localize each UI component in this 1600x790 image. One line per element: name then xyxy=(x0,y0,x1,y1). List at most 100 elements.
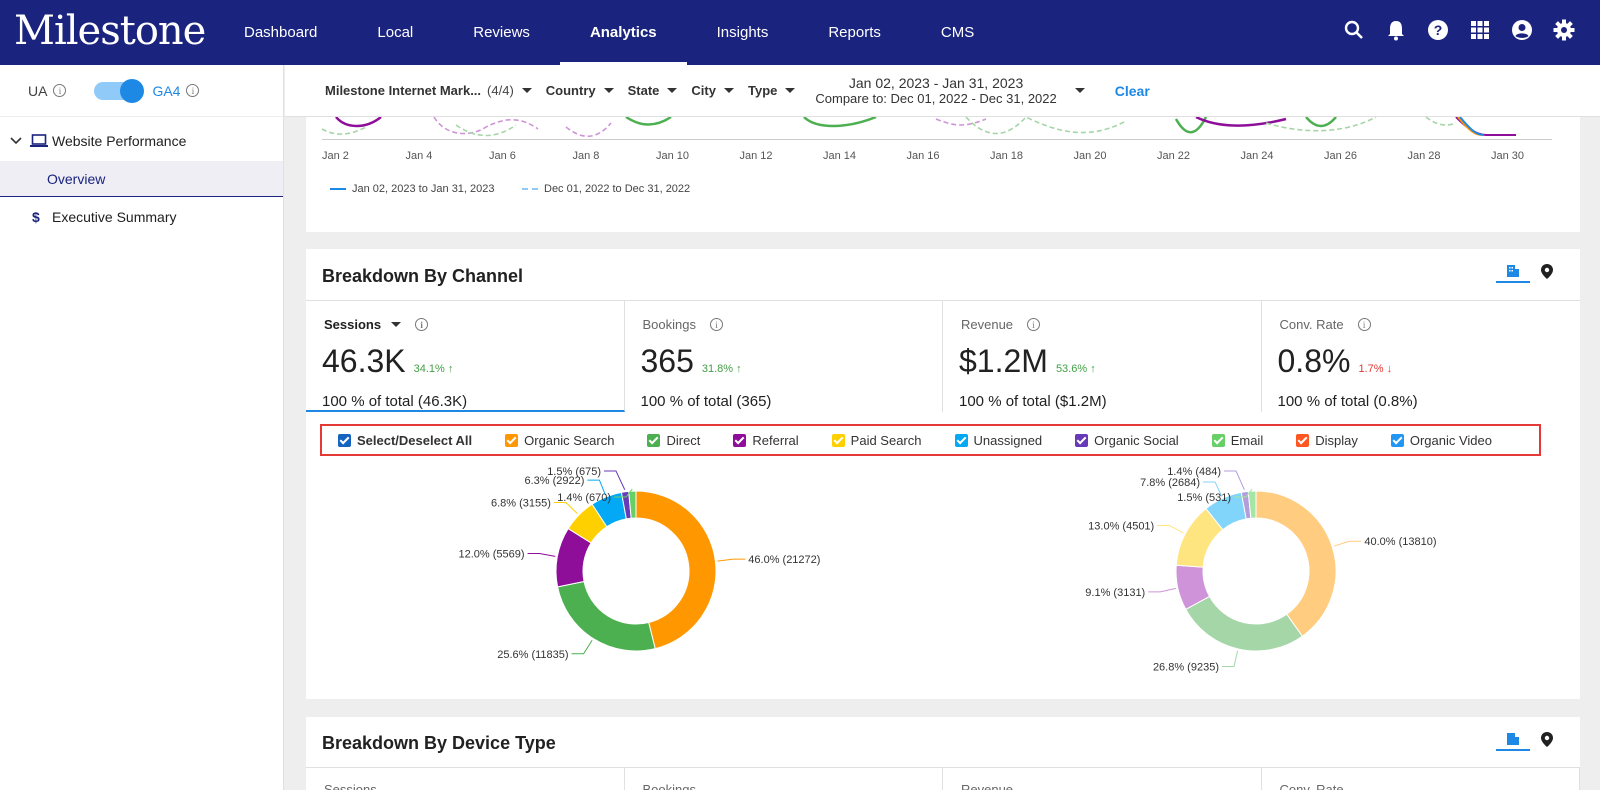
account-icon[interactable] xyxy=(1510,18,1534,42)
legend-label: Unassigned xyxy=(973,432,1043,448)
nav-reports[interactable]: Reports xyxy=(828,24,881,41)
caret-down-icon xyxy=(521,88,532,93)
x-tick-label: Jan 20 xyxy=(1073,150,1107,162)
legend-current-period[interactable]: Jan 02, 2023 to Jan 31, 2023 xyxy=(330,183,495,195)
bookings-change: 31.8% xyxy=(701,363,734,375)
ga4-info-icon[interactable]: i xyxy=(186,84,200,97)
legend-item-paid-search[interactable]: Paid Search xyxy=(831,433,922,448)
nav-local[interactable]: Local xyxy=(377,24,414,41)
metric-total: 100 % of total (0.8%) xyxy=(1277,393,1418,410)
device-metric-bookings[interactable]: Bookings xyxy=(625,768,943,790)
building-view-icon[interactable] xyxy=(1496,261,1530,283)
clear-filters-button[interactable]: Clear xyxy=(1114,82,1150,99)
legend-item-organic-search[interactable]: Organic Search xyxy=(505,433,614,448)
info-icon[interactable]: i xyxy=(415,318,429,331)
revenue-change: 53.6% xyxy=(1055,363,1088,375)
leader-line xyxy=(1157,524,1184,534)
location-pin-icon[interactable] xyxy=(1530,261,1564,283)
nav-dashboard[interactable]: Dashboard xyxy=(244,24,318,41)
conv-rate-change: 1.7% xyxy=(1358,363,1384,375)
type-filter[interactable]: Type xyxy=(748,83,796,98)
nav-analytics[interactable]: Analytics xyxy=(559,0,687,65)
nav-reviews[interactable]: Reviews xyxy=(473,24,530,41)
legend-item-display[interactable]: Display xyxy=(1296,433,1358,448)
settings-gear-icon[interactable] xyxy=(1552,18,1576,42)
city-filter[interactable]: City xyxy=(691,83,734,98)
metric-conv-rate[interactable]: Conv. Rate i 0.8% 1.7% ↓ 100 % of total … xyxy=(1262,301,1581,412)
legend-item-organic-social[interactable]: Organic Social xyxy=(1075,433,1179,448)
date-range-picker[interactable]: Jan 02, 2023 - Jan 31, 2023 Compare to: … xyxy=(809,74,1085,107)
device-metric-revenue[interactable]: Revenue xyxy=(943,768,1262,790)
metric-revenue[interactable]: Revenue i $1.2M 53.6% ↑ 100 % of total (… xyxy=(943,301,1262,412)
donut-chart-compare: 40.0% (13810) 26.8% (9235) 9.1% (3131) 13.0… xyxy=(1046,464,1466,684)
x-tick-label: Jan 10 xyxy=(656,150,690,162)
legend-item-referral[interactable]: Referral xyxy=(733,433,799,448)
metric-bookings[interactable]: Bookings i 365 31.8% ↑ 100 % of total (3… xyxy=(625,301,943,412)
top-icons: ? xyxy=(1342,18,1576,42)
ga4-label: GA4 xyxy=(152,82,181,99)
country-filter-label: Country xyxy=(545,83,596,98)
account-filter-count: (4/4) xyxy=(487,83,514,98)
view-toggle xyxy=(1496,261,1564,283)
bell-icon[interactable] xyxy=(1384,18,1408,42)
select-deselect-all-checkbox[interactable]: Select/Deselect All xyxy=(338,433,472,448)
x-tick-label: Jan 12 xyxy=(739,150,773,162)
info-icon[interactable]: i xyxy=(1357,318,1371,331)
sidebar-website-performance[interactable]: Website Performance xyxy=(0,121,283,161)
leader-line xyxy=(571,640,593,655)
leader-line xyxy=(717,558,746,562)
metric-total: 100 % of total (46.3K) xyxy=(322,393,468,410)
legend-compare-period[interactable]: Dec 01, 2022 to Dec 31, 2022 xyxy=(522,183,690,195)
metric-label: Sessions i xyxy=(324,317,429,332)
leader-line xyxy=(1234,488,1253,498)
ua-ga4-toggle[interactable] xyxy=(94,78,145,103)
x-tick-label: Jan 16 xyxy=(906,150,940,162)
metric-label: Revenue i xyxy=(961,317,1041,332)
date-range: Jan 02, 2023 - Jan 31, 2023 xyxy=(848,74,1024,91)
conv-rate-value: 0.8% xyxy=(1277,343,1351,379)
x-axis-line xyxy=(322,139,1552,140)
donut-slice-direct[interactable] xyxy=(557,580,656,652)
info-icon[interactable]: i xyxy=(1027,318,1041,331)
legend-item-email[interactable]: Email xyxy=(1211,432,1264,448)
apps-grid-icon[interactable] xyxy=(1468,18,1492,42)
help-icon[interactable]: ? xyxy=(1426,18,1450,42)
legend-item-direct[interactable]: Direct xyxy=(647,433,700,448)
location-pin-icon[interactable] xyxy=(1530,729,1564,751)
ua-label: UA xyxy=(28,82,48,99)
nav-insights[interactable]: Insights xyxy=(716,24,769,41)
caret-down-icon[interactable] xyxy=(391,322,402,327)
x-tick-label: Jan 6 xyxy=(489,150,516,162)
donut-svg-current: 46.0% (21272) 25.6% (11835) 12.0% (5569) 6.… xyxy=(459,466,821,661)
info-icon[interactable]: i xyxy=(709,318,723,331)
caret-down-icon xyxy=(785,88,796,93)
legend-item-unassigned[interactable]: Unassigned xyxy=(954,432,1043,448)
legend-item-organic-video[interactable]: Organic Video xyxy=(1390,433,1492,448)
legend-label: Email xyxy=(1230,432,1264,448)
ua-info-icon[interactable]: i xyxy=(53,84,67,97)
metric-sessions[interactable]: Sessions i 46.3K 34.1% ↑ 100 % of total … xyxy=(306,301,625,412)
state-filter[interactable]: State xyxy=(628,83,678,98)
metric-change: 31.8% ↑ xyxy=(701,363,742,375)
checkbox-checked-icon xyxy=(831,433,845,447)
x-tick-label: Jan 8 xyxy=(572,150,600,162)
card-title: Breakdown By Channel xyxy=(322,266,524,286)
search-icon[interactable] xyxy=(1342,18,1366,42)
donut-slice-organic-search[interactable] xyxy=(1255,490,1337,637)
device-metric-conv-rate[interactable]: Conv. Rate xyxy=(1262,768,1580,790)
milestone-logo[interactable]: Milestone xyxy=(14,8,206,54)
country-filter[interactable]: Country xyxy=(546,83,614,98)
sidebar: UA i GA4 i Website Performance Overview … xyxy=(0,65,284,790)
donut-slice-direct[interactable] xyxy=(1185,595,1304,652)
metric-total: 100 % of total (365) xyxy=(640,393,772,410)
slice-data-label: 1.5% (675) xyxy=(547,466,601,478)
x-tick-label: Jan 24 xyxy=(1240,150,1274,162)
donut-slice-organic-search[interactable] xyxy=(635,490,717,650)
device-metric-sessions[interactable]: Sessions xyxy=(306,768,625,790)
sidebar-item-executive-summary[interactable]: $ Executive Summary xyxy=(0,197,283,237)
building-view-icon[interactable] xyxy=(1496,729,1530,751)
conv-rate-label: Conv. Rate xyxy=(1279,317,1344,332)
account-filter[interactable]: Milestone Internet Mark... (4/4) xyxy=(325,83,532,98)
sidebar-item-overview[interactable]: Overview xyxy=(0,161,283,197)
nav-cms[interactable]: CMS xyxy=(940,24,975,41)
